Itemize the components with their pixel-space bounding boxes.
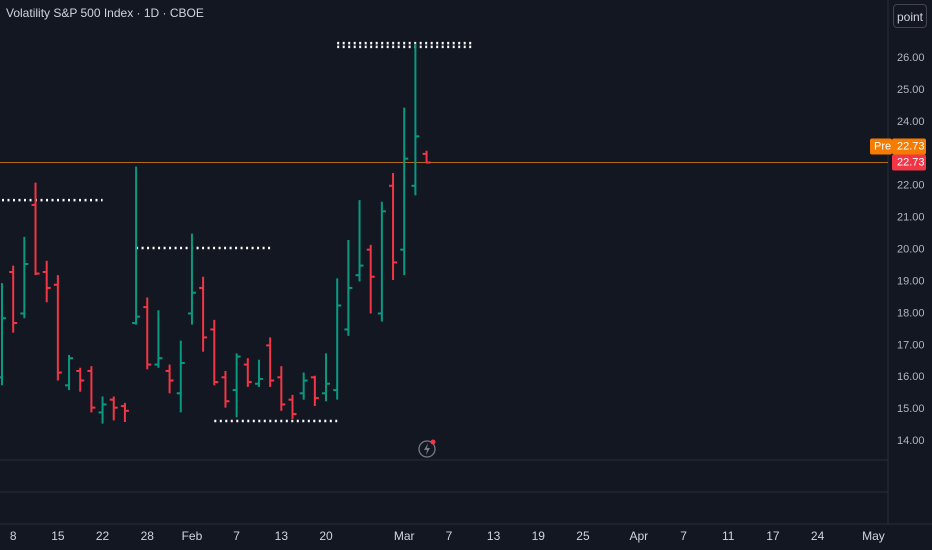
x-tick-label: 7 bbox=[446, 529, 453, 543]
y-tick-label: 25.00 bbox=[897, 84, 925, 96]
x-tick-label: 22 bbox=[96, 529, 110, 543]
y-tick-label: 20.00 bbox=[897, 244, 925, 256]
y-tick-label: 21.00 bbox=[897, 212, 925, 224]
x-tick-label: 20 bbox=[319, 529, 333, 543]
x-tick-label: 19 bbox=[532, 529, 546, 543]
premarket-tag bbox=[870, 138, 892, 155]
y-tick-label: 22.00 bbox=[897, 180, 925, 192]
x-tick-label: 17 bbox=[766, 529, 780, 543]
y-tick-label: 17.00 bbox=[897, 339, 925, 351]
y-tick-label: 15.00 bbox=[897, 403, 925, 415]
y-tick-label: 16.00 bbox=[897, 371, 925, 383]
x-tick-label: 7 bbox=[233, 529, 240, 543]
premarket-tag-label: Pre bbox=[874, 140, 891, 152]
y-tick-label: 19.00 bbox=[897, 275, 925, 287]
premarket-badge bbox=[892, 138, 926, 155]
x-tick-label: 15 bbox=[51, 529, 65, 543]
x-tick-label: 28 bbox=[141, 529, 155, 543]
x-tick-label: 24 bbox=[811, 529, 825, 543]
y-tick-label: 14.00 bbox=[897, 435, 925, 447]
last-price-badge bbox=[892, 154, 926, 171]
x-tick-label: 11 bbox=[722, 529, 735, 543]
x-tick-label: 7 bbox=[680, 529, 687, 543]
x-tick-label: 13 bbox=[487, 529, 501, 543]
point-button[interactable]: point bbox=[893, 4, 927, 28]
premarket-price-label: 22.73 bbox=[897, 140, 925, 152]
x-tick-label: 13 bbox=[275, 529, 289, 543]
x-tick-label: Mar bbox=[394, 529, 415, 543]
x-tick-label: Apr bbox=[630, 529, 649, 543]
last-price-label: 22.73 bbox=[897, 156, 925, 168]
x-tick-label: May bbox=[862, 529, 885, 543]
y-tick-label: 26.00 bbox=[897, 52, 925, 64]
x-tick-label: 25 bbox=[576, 529, 590, 543]
x-tick-label: 8 bbox=[10, 529, 17, 543]
y-tick-label: 18.00 bbox=[897, 307, 925, 319]
x-tick-label: Feb bbox=[182, 529, 203, 543]
event-icon bbox=[418, 439, 436, 458]
chart-title: Volatility S&P 500 Index · 1D · CBOE bbox=[6, 6, 204, 20]
y-tick-label: 24.00 bbox=[897, 116, 925, 128]
